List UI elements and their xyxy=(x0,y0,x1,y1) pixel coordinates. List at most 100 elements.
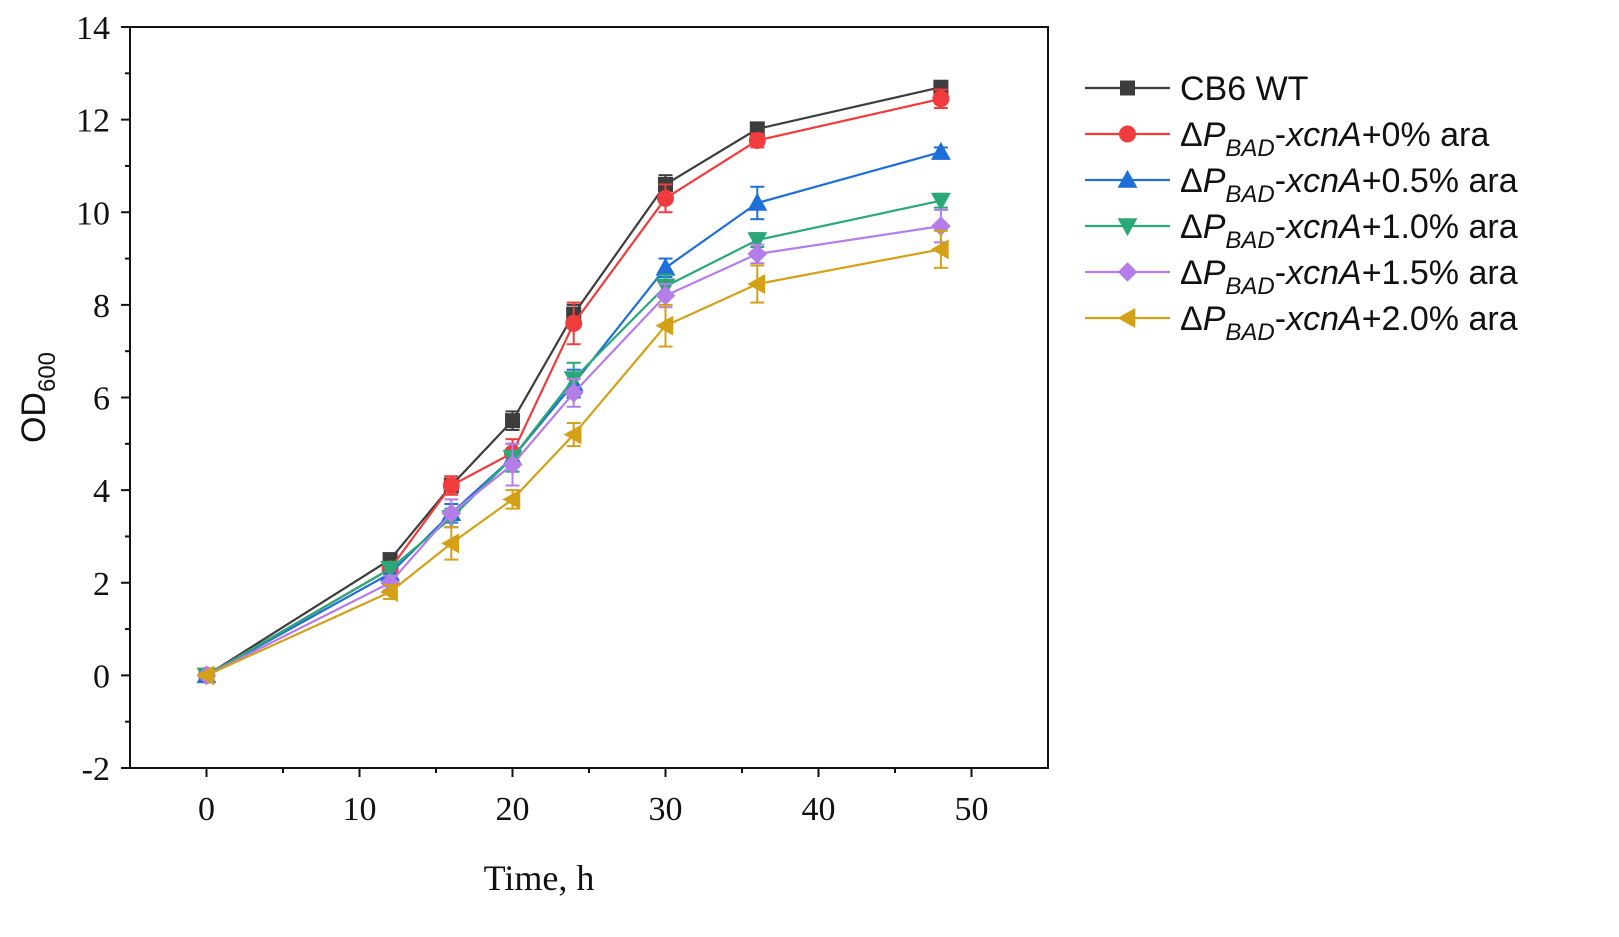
legend-label-p: P xyxy=(1203,254,1226,292)
data-point xyxy=(442,476,460,494)
data-point xyxy=(379,582,398,602)
legend-label: ΔPBAD-xcnA+1.0% ara xyxy=(1180,208,1518,254)
data-point xyxy=(930,192,951,211)
legend-item-2: ΔPBAD-xcnA+0.5% ara xyxy=(1085,162,1518,208)
x-tick-label: 40 xyxy=(802,791,836,828)
legend-label-dash: - xyxy=(1275,300,1286,338)
data-point xyxy=(380,561,401,579)
legend-label-gene: xcnA xyxy=(1284,300,1362,338)
legend-label-dash: - xyxy=(1275,116,1286,154)
data-point xyxy=(747,192,768,211)
x-tick-label: 10 xyxy=(343,791,377,828)
legend-label-p: P xyxy=(1203,162,1226,200)
legend-label-delta: Δ xyxy=(1180,300,1203,338)
y-tick-label: 10 xyxy=(76,195,110,232)
y-tick-label: 12 xyxy=(76,103,110,140)
legend-marker xyxy=(1117,169,1138,188)
data-point xyxy=(747,244,768,264)
legend-item-0: CB6 WT xyxy=(1085,70,1308,108)
axes: -2 0 2 4 6 8 10 12 14 0 10 20 30 40 50 xyxy=(76,10,1049,828)
legend-label: ΔPBAD-xcnA+2.0% ara xyxy=(1180,300,1518,346)
y-tick-label: 4 xyxy=(93,473,110,510)
legend-marker xyxy=(1120,80,1135,96)
legend-label-subscript: BAD xyxy=(1225,273,1274,300)
legend-label: ΔPBAD-xcnA+0.5% ara xyxy=(1180,162,1518,208)
legend-label-gene: xcnA xyxy=(1284,208,1362,246)
legend-label: ΔPBAD-xcnA+1.5% ara xyxy=(1180,254,1518,300)
legend-label-gene: xcnA xyxy=(1284,162,1362,200)
y-tick-label: 2 xyxy=(93,566,110,603)
data-point xyxy=(930,141,951,160)
legend-label-delta: Δ xyxy=(1180,254,1203,292)
series-line xyxy=(205,199,942,677)
legend-label-gene: xcnA xyxy=(1284,116,1362,154)
legend-label-condition: +0% ara xyxy=(1362,116,1490,154)
legend-label-delta: Δ xyxy=(1180,116,1203,154)
legend-label-subscript: BAD xyxy=(1225,181,1274,208)
y-tick-label: 6 xyxy=(93,381,110,418)
x-tick-label: 50 xyxy=(955,791,989,828)
legend-item-4: ΔPBAD-xcnA+1.5% ara xyxy=(1085,254,1518,300)
legend-label-p: P xyxy=(1203,116,1226,154)
legend-label-delta: Δ xyxy=(1180,208,1203,246)
legend-label-dash: - xyxy=(1275,254,1286,292)
y-tick-label: -2 xyxy=(82,751,110,788)
x-tick-label: 30 xyxy=(649,791,683,828)
x-tick-label: 0 xyxy=(198,791,215,828)
data-point xyxy=(748,131,766,149)
series-line xyxy=(205,86,942,677)
y-tick-label: 8 xyxy=(93,288,110,325)
data-point xyxy=(655,315,674,336)
data-point xyxy=(747,232,768,251)
data-point xyxy=(565,314,583,332)
legend-label-p: P xyxy=(1203,300,1226,338)
legend-marker xyxy=(1117,308,1136,328)
y-axis-title: OD600 xyxy=(15,352,61,443)
y-tick-label: 0 xyxy=(93,658,110,695)
series-5 xyxy=(196,229,949,686)
series-4 xyxy=(196,208,951,686)
legend-label-text: CB6 WT xyxy=(1180,70,1308,108)
legend-label-condition: +0.5% ara xyxy=(1362,162,1518,200)
legend-label-p: P xyxy=(1203,208,1226,246)
legend-item-1: ΔPBAD-xcnA+0% ara xyxy=(1085,116,1489,162)
legend-label-condition: +1.0% ara xyxy=(1362,208,1518,246)
y-axis-title-main: OD xyxy=(15,392,53,443)
legend-label: CB6 WT xyxy=(1180,70,1308,108)
series-line xyxy=(205,150,942,677)
y-tick-label: 14 xyxy=(76,10,110,47)
legend-label-condition: +1.5% ara xyxy=(1362,254,1518,292)
x-tick-label: 20 xyxy=(496,791,530,828)
data-point xyxy=(196,665,215,686)
series-line xyxy=(206,248,942,677)
legend-label-condition: +2.0% ara xyxy=(1362,300,1518,338)
legend-label-dash: - xyxy=(1275,208,1286,246)
legend-marker xyxy=(1119,125,1136,143)
y-axis-title-subscript: 600 xyxy=(34,352,61,392)
x-axis-title: Time, h xyxy=(484,858,595,898)
legend-marker xyxy=(1117,262,1138,282)
series-line xyxy=(205,97,942,677)
data-point xyxy=(505,413,520,429)
legend-label-dash: - xyxy=(1275,162,1286,200)
legend-label-subscript: BAD xyxy=(1225,135,1274,162)
data-point xyxy=(502,454,523,475)
legend-label-subscript: BAD xyxy=(1225,227,1274,254)
legend-label-gene: xcnA xyxy=(1284,254,1362,292)
data-point xyxy=(932,90,950,108)
legend-label-delta: Δ xyxy=(1180,162,1203,200)
data-point xyxy=(441,533,460,554)
data-point xyxy=(930,239,949,260)
plot-frame xyxy=(129,26,1049,769)
data-point xyxy=(563,383,584,403)
legend-item-3: ΔPBAD-xcnA+1.0% ara xyxy=(1085,208,1518,254)
data-point xyxy=(747,274,766,294)
series-line xyxy=(206,225,942,677)
data-point xyxy=(563,424,582,445)
data-point xyxy=(657,189,674,207)
legend-item-5: ΔPBAD-xcnA+2.0% ara xyxy=(1085,300,1518,346)
series-layer xyxy=(196,79,951,686)
data-point xyxy=(502,489,521,510)
